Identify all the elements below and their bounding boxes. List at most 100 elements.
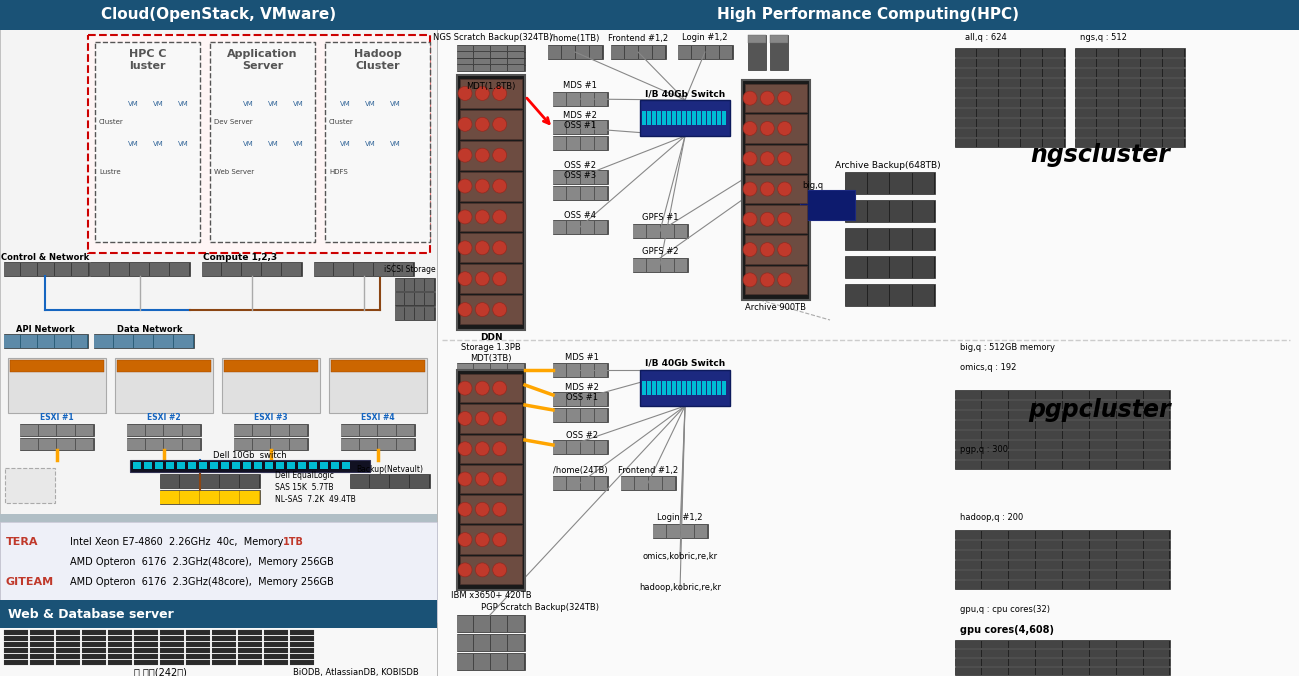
FancyBboxPatch shape [0, 514, 436, 522]
Text: VM: VM [243, 141, 253, 147]
FancyBboxPatch shape [474, 45, 491, 51]
FancyBboxPatch shape [436, 0, 1299, 30]
FancyBboxPatch shape [999, 68, 1021, 76]
FancyBboxPatch shape [1117, 667, 1143, 675]
FancyBboxPatch shape [956, 49, 977, 57]
FancyBboxPatch shape [395, 393, 409, 408]
FancyBboxPatch shape [705, 45, 718, 59]
FancyBboxPatch shape [262, 137, 283, 151]
FancyBboxPatch shape [1021, 59, 1043, 66]
FancyBboxPatch shape [212, 648, 236, 653]
FancyBboxPatch shape [378, 573, 404, 583]
FancyBboxPatch shape [160, 490, 260, 504]
FancyBboxPatch shape [314, 262, 414, 276]
FancyBboxPatch shape [273, 375, 287, 389]
FancyBboxPatch shape [1090, 460, 1116, 468]
FancyBboxPatch shape [868, 228, 890, 249]
FancyBboxPatch shape [271, 425, 288, 435]
FancyBboxPatch shape [379, 393, 394, 408]
Text: Web Server: Web Server [214, 169, 255, 175]
Text: GPFS #2: GPFS #2 [642, 247, 678, 256]
FancyBboxPatch shape [132, 462, 142, 469]
FancyBboxPatch shape [1009, 420, 1035, 429]
FancyBboxPatch shape [360, 439, 378, 450]
Circle shape [459, 303, 472, 316]
FancyBboxPatch shape [1037, 658, 1063, 665]
FancyBboxPatch shape [635, 477, 648, 489]
FancyBboxPatch shape [262, 262, 282, 276]
FancyBboxPatch shape [0, 628, 436, 676]
FancyBboxPatch shape [1037, 431, 1063, 439]
FancyBboxPatch shape [395, 279, 404, 291]
FancyBboxPatch shape [1009, 531, 1035, 539]
FancyBboxPatch shape [474, 93, 491, 105]
FancyBboxPatch shape [508, 45, 525, 51]
FancyBboxPatch shape [234, 438, 308, 450]
FancyBboxPatch shape [130, 262, 149, 276]
FancyBboxPatch shape [351, 585, 377, 596]
FancyBboxPatch shape [581, 93, 594, 105]
FancyBboxPatch shape [978, 99, 999, 107]
FancyBboxPatch shape [21, 439, 38, 450]
Text: MDS #2: MDS #2 [565, 383, 599, 393]
FancyBboxPatch shape [1098, 78, 1118, 87]
FancyBboxPatch shape [114, 335, 134, 347]
FancyBboxPatch shape [10, 374, 52, 390]
FancyBboxPatch shape [457, 45, 474, 51]
FancyBboxPatch shape [212, 636, 236, 641]
FancyBboxPatch shape [647, 111, 651, 125]
FancyBboxPatch shape [647, 224, 660, 237]
Circle shape [459, 502, 472, 516]
FancyBboxPatch shape [39, 439, 56, 450]
Text: Frontend #1,2: Frontend #1,2 [618, 466, 678, 475]
FancyBboxPatch shape [405, 529, 431, 539]
FancyBboxPatch shape [1063, 550, 1089, 558]
FancyBboxPatch shape [1143, 441, 1169, 448]
Circle shape [475, 241, 490, 255]
Text: VM: VM [339, 141, 351, 147]
FancyBboxPatch shape [553, 137, 566, 149]
FancyBboxPatch shape [955, 570, 1170, 579]
Text: OSS #1: OSS #1 [566, 393, 598, 402]
FancyBboxPatch shape [282, 654, 310, 669]
FancyBboxPatch shape [123, 137, 143, 151]
FancyBboxPatch shape [160, 660, 184, 665]
Circle shape [760, 212, 774, 226]
FancyBboxPatch shape [223, 374, 266, 390]
FancyBboxPatch shape [288, 393, 303, 408]
FancyBboxPatch shape [1090, 658, 1116, 665]
FancyBboxPatch shape [1142, 99, 1163, 107]
FancyBboxPatch shape [553, 120, 566, 133]
FancyBboxPatch shape [553, 187, 566, 199]
FancyBboxPatch shape [108, 648, 132, 653]
FancyBboxPatch shape [370, 475, 390, 487]
Circle shape [475, 412, 490, 425]
FancyBboxPatch shape [568, 393, 579, 406]
FancyBboxPatch shape [1117, 581, 1143, 589]
FancyBboxPatch shape [1117, 658, 1143, 665]
FancyBboxPatch shape [642, 111, 646, 125]
Text: IBM x3650+ 420TB: IBM x3650+ 420TB [451, 592, 531, 600]
FancyBboxPatch shape [82, 660, 107, 665]
Circle shape [760, 273, 774, 287]
FancyBboxPatch shape [1037, 450, 1063, 458]
FancyBboxPatch shape [196, 393, 210, 408]
FancyBboxPatch shape [188, 462, 196, 469]
FancyBboxPatch shape [553, 120, 608, 134]
FancyBboxPatch shape [457, 59, 474, 64]
FancyBboxPatch shape [165, 392, 210, 408]
FancyBboxPatch shape [173, 97, 194, 111]
FancyBboxPatch shape [212, 642, 236, 647]
FancyBboxPatch shape [82, 648, 107, 653]
Text: big,q: big,q [801, 180, 824, 189]
FancyBboxPatch shape [846, 256, 866, 278]
FancyBboxPatch shape [581, 364, 594, 377]
FancyBboxPatch shape [868, 201, 890, 222]
Text: Intel Xeon E7-4860  2.26GHz  40c,  Memory: Intel Xeon E7-4860 2.26GHz 40c, Memory [70, 537, 287, 547]
FancyBboxPatch shape [74, 375, 88, 389]
FancyBboxPatch shape [1117, 410, 1143, 418]
FancyBboxPatch shape [135, 335, 153, 347]
Circle shape [743, 91, 757, 105]
FancyBboxPatch shape [203, 262, 222, 276]
FancyBboxPatch shape [491, 45, 508, 51]
